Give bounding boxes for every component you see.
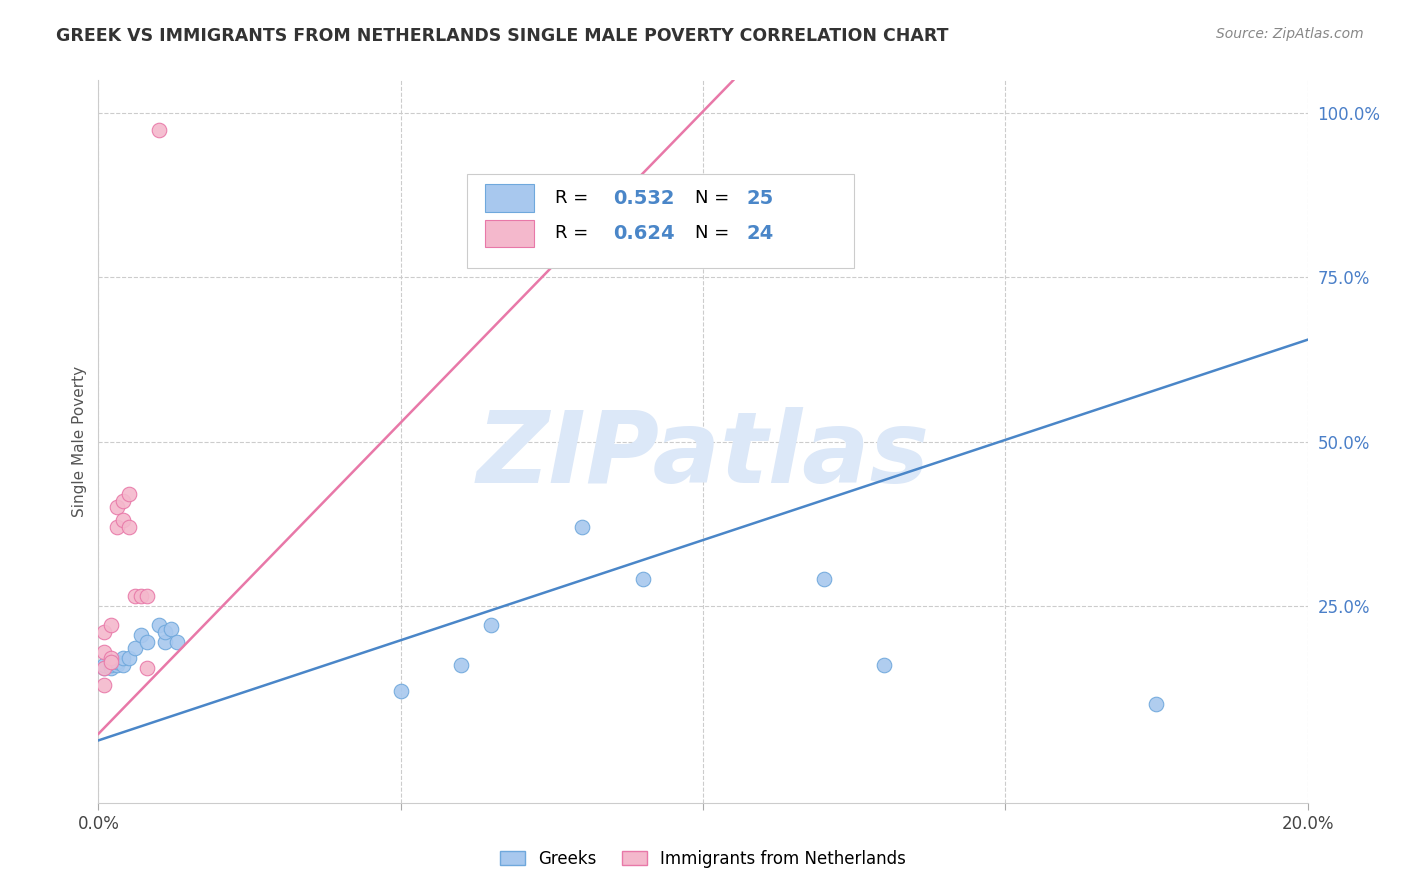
Point (105, 520, 128, 534)
Text: 24: 24 (747, 224, 773, 243)
Text: Source: ZipAtlas.com: Source: ZipAtlas.com (1216, 27, 1364, 41)
Text: 25: 25 (747, 188, 773, 208)
Point (100, 651, 122, 665)
Text: N =: N = (695, 225, 734, 243)
Point (100, 618, 122, 632)
Point (481, 224, 503, 238)
Point (481, 618, 503, 632)
Point (100, 657, 122, 672)
Point (129, 589, 152, 603)
Text: R =: R = (555, 189, 595, 207)
Point (873, 657, 896, 672)
Point (571, 520, 593, 534)
Point (105, 500, 128, 515)
FancyBboxPatch shape (485, 219, 534, 247)
Point (450, 657, 472, 672)
Point (135, 589, 157, 603)
Point (153, 625, 176, 640)
Text: ZIPatlas: ZIPatlas (477, 408, 929, 505)
Point (118, 651, 141, 665)
Point (148, 618, 170, 632)
Point (135, 661, 157, 675)
Text: 0.532: 0.532 (613, 188, 675, 208)
Point (124, 641, 146, 656)
Point (160, 622, 183, 636)
Point (135, 635, 157, 649)
FancyBboxPatch shape (485, 185, 534, 211)
Point (389, 684, 412, 698)
Point (93, 677, 115, 691)
Legend: Greeks, Immigrants from Netherlands: Greeks, Immigrants from Netherlands (494, 844, 912, 875)
Point (153, 635, 176, 649)
Point (93, 657, 115, 672)
Text: 0.624: 0.624 (613, 224, 675, 243)
Point (111, 651, 134, 665)
Point (166, 635, 188, 649)
Point (111, 513, 134, 527)
Point (105, 657, 128, 672)
FancyBboxPatch shape (467, 174, 855, 268)
Point (111, 657, 134, 672)
Point (93, 625, 115, 640)
Point (148, 122, 170, 136)
Text: GREEK VS IMMIGRANTS FROM NETHERLANDS SINGLE MALE POVERTY CORRELATION CHART: GREEK VS IMMIGRANTS FROM NETHERLANDS SIN… (56, 27, 949, 45)
Point (118, 520, 141, 534)
Point (100, 661, 122, 675)
Point (1144, 698, 1167, 712)
Point (93, 661, 115, 675)
Point (129, 628, 152, 642)
Point (100, 655, 122, 669)
Text: R =: R = (555, 225, 595, 243)
Text: N =: N = (695, 189, 734, 207)
Point (631, 573, 654, 587)
Point (118, 487, 141, 501)
Y-axis label: Single Male Poverty: Single Male Poverty (72, 366, 87, 517)
Point (105, 655, 128, 669)
Point (111, 493, 134, 508)
Point (813, 573, 835, 587)
Point (93, 661, 115, 675)
Point (124, 589, 146, 603)
Point (93, 645, 115, 659)
